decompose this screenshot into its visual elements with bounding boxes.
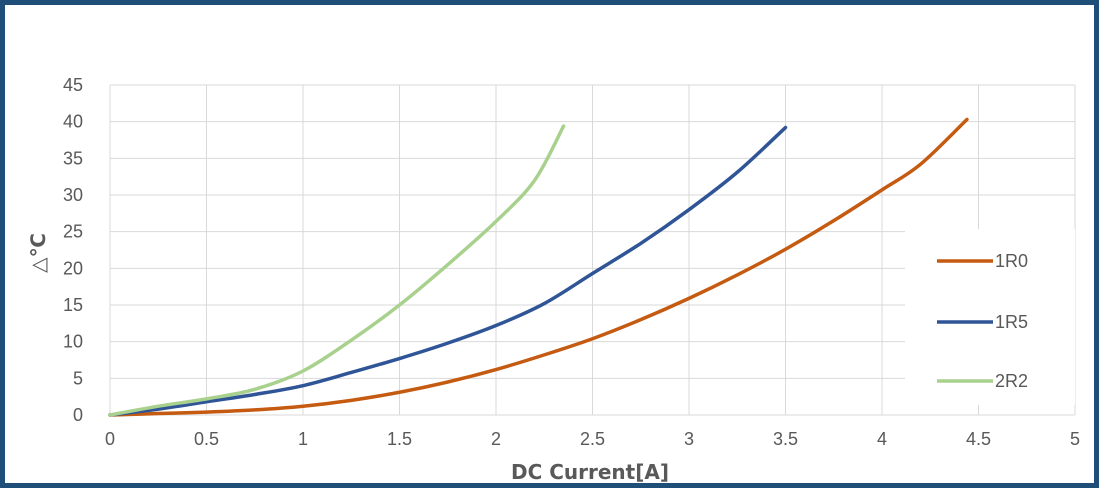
x-tick-label: 2 bbox=[491, 429, 501, 449]
x-axis-title: DC Current[A] bbox=[511, 460, 669, 484]
x-tick-label: 4 bbox=[877, 429, 887, 449]
x-tick-label: 0.5 bbox=[194, 429, 219, 449]
legend-label-1r5: 1R5 bbox=[995, 312, 1028, 332]
y-tick-label: 10 bbox=[63, 332, 83, 352]
x-tick-label: 3 bbox=[684, 429, 694, 449]
x-tick-label: 4.5 bbox=[966, 429, 991, 449]
x-tick-label: 5 bbox=[1070, 429, 1080, 449]
x-tick-label: 0 bbox=[105, 429, 115, 449]
legend-label-1r0: 1R0 bbox=[995, 251, 1028, 271]
y-axis-ticks: 0 5 10 15 20 25 30 35 40 45 bbox=[63, 75, 83, 425]
series-lines bbox=[108, 117, 969, 417]
x-tick-label: 2.5 bbox=[580, 429, 605, 449]
x-tick-label: 3.5 bbox=[773, 429, 798, 449]
y-tick-label: 0 bbox=[73, 405, 83, 425]
series-line-2r2 bbox=[108, 124, 566, 417]
y-tick-label: 25 bbox=[63, 222, 83, 242]
legend: 1R0 1R5 2R2 bbox=[937, 251, 1028, 391]
line-chart: 0 0.5 1 1.5 2 2.5 3 3.5 4 4.5 5 0 5 10 15 20 25 30 35 40 45… bbox=[26, 75, 1080, 484]
y-tick-label: 40 bbox=[63, 112, 83, 132]
x-axis-ticks: 0 0.5 1 1.5 2 2.5 3 3.5 4 4.5 5 bbox=[105, 429, 1080, 449]
x-tick-label: 1 bbox=[298, 429, 308, 449]
y-tick-label: 20 bbox=[63, 258, 83, 278]
series-line-1r5 bbox=[108, 125, 788, 417]
y-tick-label: 45 bbox=[63, 75, 83, 95]
y-axis-title: △℃ bbox=[26, 233, 50, 273]
y-tick-label: 15 bbox=[63, 295, 83, 315]
x-tick-label: 1.5 bbox=[387, 429, 412, 449]
legend-label-2r2: 2R2 bbox=[995, 371, 1028, 391]
legend-box bbox=[905, 229, 1075, 405]
y-tick-label: 35 bbox=[63, 148, 83, 168]
y-tick-label: 30 bbox=[63, 185, 83, 205]
y-tick-label: 5 bbox=[73, 368, 83, 388]
series-line-1r0 bbox=[108, 117, 969, 417]
